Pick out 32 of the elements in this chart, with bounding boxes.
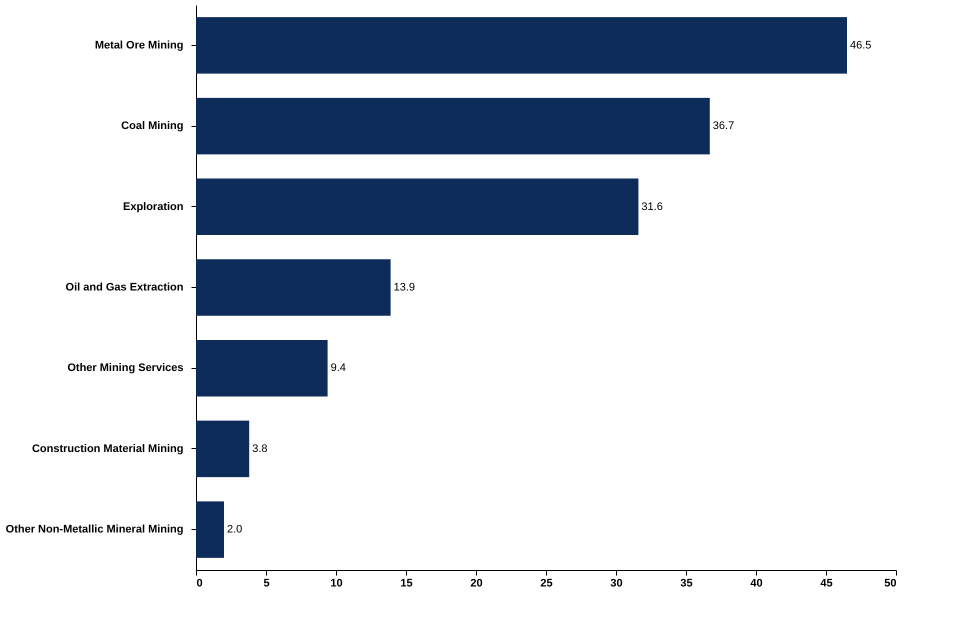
y-tick-label: Other Non-Metallic Mineral Mining bbox=[6, 524, 184, 536]
x-tick-label: 5 bbox=[263, 578, 270, 590]
bar bbox=[196, 340, 328, 396]
bar bbox=[196, 501, 224, 558]
y-tick-label: Coal Mining bbox=[121, 120, 184, 132]
x-tick-label: 0 bbox=[196, 578, 203, 590]
x-tick-label: 25 bbox=[540, 578, 553, 590]
x-tick-label: 15 bbox=[400, 578, 413, 590]
data-label: 36.7 bbox=[712, 120, 734, 132]
y-tick-label: Exploration bbox=[122, 200, 184, 213]
data-label: 3.8 bbox=[252, 442, 268, 455]
bar bbox=[196, 259, 391, 316]
data-label: 46.5 bbox=[850, 39, 872, 52]
x-tick-label: 30 bbox=[610, 578, 623, 590]
data-label: 2.0 bbox=[227, 524, 242, 536]
x-tick-label: 40 bbox=[750, 578, 763, 590]
data-label: 31.6 bbox=[641, 200, 663, 213]
bar bbox=[196, 420, 250, 478]
bar bbox=[196, 98, 710, 154]
x-tick-label: 35 bbox=[680, 578, 693, 590]
y-tick-label: Other Mining Services bbox=[67, 362, 184, 374]
x-tick-label: 20 bbox=[470, 578, 483, 590]
x-tick-label: 45 bbox=[820, 578, 833, 590]
data-label: 9.4 bbox=[330, 362, 346, 374]
y-tick-label: Metal Ore Mining bbox=[94, 39, 184, 52]
data-label: 13.9 bbox=[394, 282, 416, 294]
bar bbox=[196, 178, 638, 236]
bar bbox=[196, 17, 847, 74]
x-tick-label: 10 bbox=[330, 578, 343, 590]
y-tick-label: Construction Material Mining bbox=[32, 442, 184, 455]
x-tick-label: 50 bbox=[884, 578, 896, 590]
y-tick-label: Oil and Gas Extraction bbox=[66, 282, 184, 294]
